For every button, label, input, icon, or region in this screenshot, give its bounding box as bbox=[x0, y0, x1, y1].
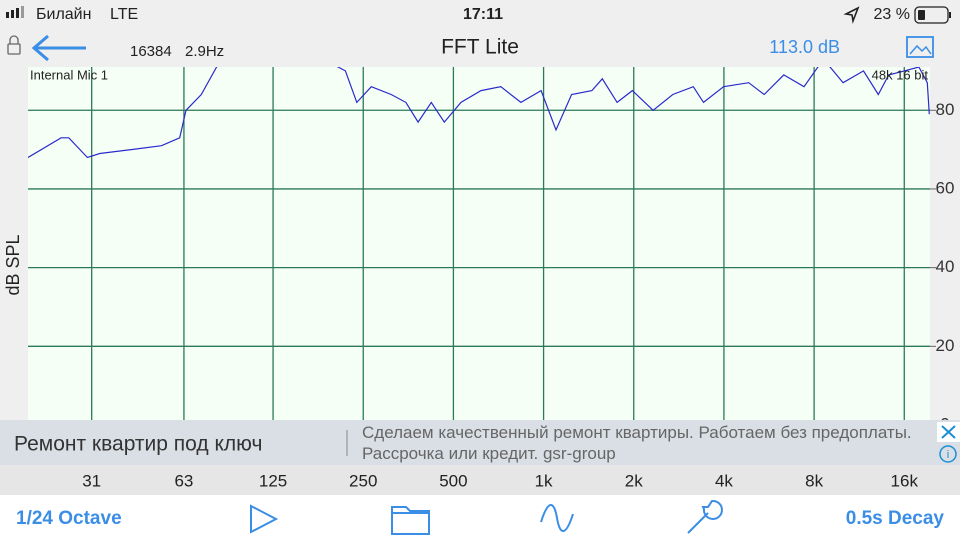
resolution: 2.9Hz bbox=[185, 43, 224, 60]
ad-info-icon: i bbox=[947, 449, 949, 461]
level: 113.0 dB bbox=[769, 37, 840, 57]
ad-headline[interactable]: Ремонт квартир под ключ bbox=[14, 433, 262, 456]
x-tick-label: 4k bbox=[715, 471, 733, 490]
x-tick-label: 16k bbox=[891, 471, 919, 490]
ad-text[interactable]: Сделаем качественный ремонт квартиры. Ра… bbox=[362, 423, 912, 463]
x-tick-label: 2k bbox=[625, 471, 643, 490]
octave-button[interactable]: 1/24 Octave bbox=[16, 508, 122, 529]
lock-icon[interactable] bbox=[7, 43, 21, 55]
x-tick-label: 31 bbox=[82, 471, 101, 490]
spectrum-line bbox=[28, 67, 930, 159]
y-tick-label: 20 bbox=[936, 336, 955, 355]
battery bbox=[914, 6, 949, 24]
x-tick-label: 125 bbox=[259, 471, 287, 490]
toolbar: 1/24 Octave 0.5s Decay bbox=[0, 495, 960, 540]
y-tick-label: 60 bbox=[936, 178, 955, 197]
play-button[interactable] bbox=[250, 504, 279, 534]
status-bar: Билайн LTE 17:11 23 % bbox=[6, 6, 951, 25]
x-tick-label: 500 bbox=[439, 471, 467, 490]
lock-shackle bbox=[9, 35, 19, 44]
x-tick-label: 8k bbox=[805, 471, 823, 490]
ad-banner[interactable]: Ремонт квартир под ключ Сделаем качестве… bbox=[0, 420, 960, 466]
signal bbox=[6, 12, 9, 18]
signal bbox=[11, 10, 14, 18]
fft-size: 16384 bbox=[130, 43, 172, 60]
y-tick-label: 80 bbox=[936, 100, 955, 119]
x-axis: 31 63 125 250 500 1k 2k 4k 8k 16k bbox=[82, 471, 918, 490]
location-icon bbox=[843, 6, 860, 25]
wave-button[interactable] bbox=[540, 504, 574, 532]
plot-area bbox=[28, 67, 930, 425]
battery-tip bbox=[949, 12, 951, 18]
signal bbox=[21, 6, 24, 18]
toolbar-background bbox=[0, 495, 960, 540]
battery-level bbox=[918, 10, 925, 20]
time: 17:11 bbox=[463, 6, 503, 23]
ad-info[interactable] bbox=[939, 445, 957, 463]
battery-text: 23 % bbox=[874, 6, 910, 23]
network: LTE bbox=[110, 6, 138, 23]
x-tick-label: 250 bbox=[349, 471, 377, 490]
ad-background[interactable] bbox=[0, 420, 960, 465]
x-axis-band bbox=[0, 465, 960, 495]
annotation: Internal Mic 1 bbox=[30, 67, 108, 82]
ad-text-box: Сделаем качественный ремонт квартиры. Ра… bbox=[362, 423, 912, 463]
decay-button[interactable]: 0.5s Decay bbox=[846, 508, 945, 529]
carrier: Билайн bbox=[36, 6, 91, 23]
signal bbox=[16, 8, 19, 18]
image-button[interactable] bbox=[906, 36, 934, 58]
back-button[interactable] bbox=[31, 34, 86, 62]
annotation: 48k 16 bit bbox=[872, 67, 929, 82]
header: 16384 2.9Hz FFT Lite 113.0 dB bbox=[7, 34, 934, 62]
settings-button[interactable] bbox=[687, 499, 723, 534]
app-title: FFT Lite bbox=[441, 36, 519, 59]
folder-button[interactable] bbox=[391, 506, 430, 535]
x-tick-label: 1k bbox=[535, 471, 553, 490]
ad-close-icon bbox=[941, 425, 956, 439]
image-icon bbox=[909, 44, 932, 55]
x-tick-label: 63 bbox=[174, 471, 193, 490]
y-axis-label: dB SPL bbox=[3, 234, 23, 295]
y-tick-label: 40 bbox=[936, 257, 955, 276]
